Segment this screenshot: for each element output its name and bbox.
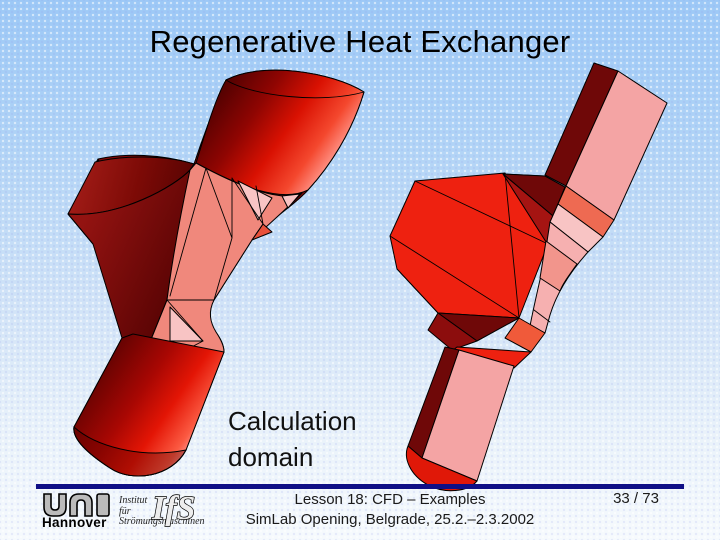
ifs-logo-icon: IfS [150,489,196,527]
footer-caption: Lesson 18: CFD – Examples SimLab Opening… [240,490,540,530]
calculation-domain-label-line1: Calculation [228,406,357,436]
institute-line3: Strömungsmaschinen [119,516,205,527]
institute-line2: für [119,505,131,517]
calculation-domain-label: Calculation domain [228,403,357,475]
ifs-logo-text: IfS [151,490,195,527]
footer-event-line: SimLab Opening, Belgrade, 25.2.–2.3.2002 [245,511,535,528]
calculation-domain-label-line2: domain [228,442,314,472]
page-indicator: 33 / 73 [613,490,659,507]
footer-divider-line [36,484,684,489]
slide-title: Regenerative Heat Exchanger [149,24,571,59]
university-logo: Hannover Institut für Strömungsmaschinen… [38,489,228,536]
institute-line1: Institut [119,495,148,506]
footer-lesson-line: Lesson 18: CFD – Examples [294,491,486,508]
institute-name: Institut für Strömungsmaschinen [119,495,205,528]
figure-left-mesh [67,69,365,477]
figure-right-mesh [389,62,668,492]
uni-hannover-logo-icon [43,493,110,517]
logo-city-label: Hannover [42,515,107,530]
